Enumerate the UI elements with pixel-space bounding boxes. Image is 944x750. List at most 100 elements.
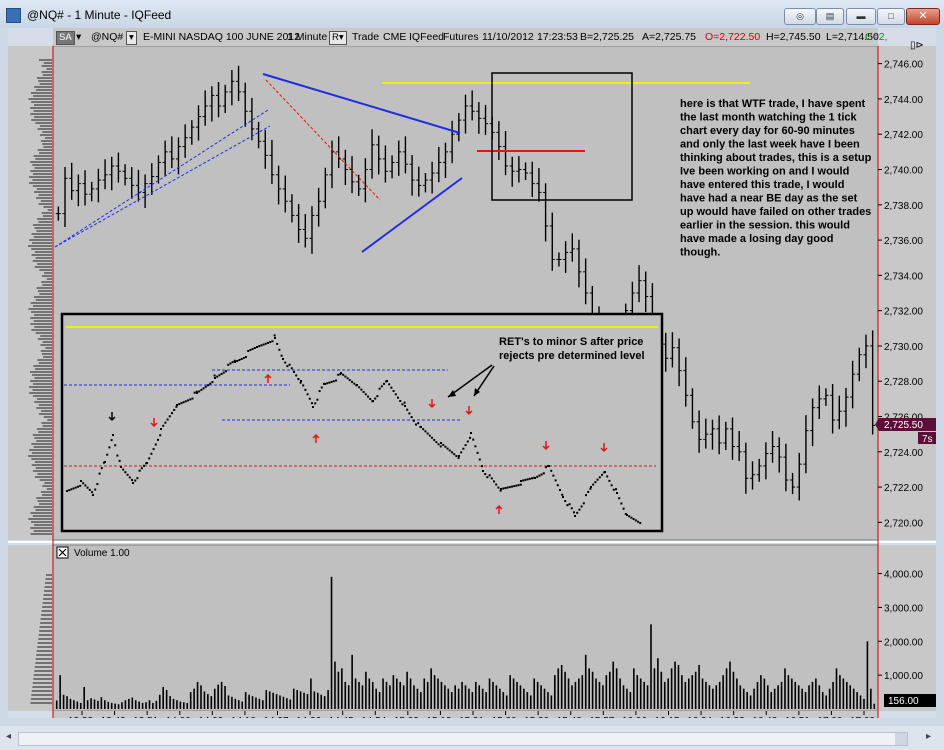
tick-print <box>495 483 498 486</box>
tick-print <box>72 487 75 490</box>
down-arrow-icon <box>542 441 550 451</box>
tick-print <box>264 342 267 345</box>
tick-print <box>302 384 305 387</box>
tick-print <box>451 451 453 454</box>
tick-print <box>353 382 356 385</box>
tick-print <box>585 494 587 497</box>
r-button[interactable]: R▾ <box>329 31 347 45</box>
tick-print <box>515 484 518 487</box>
tick-print <box>453 453 456 456</box>
interval-label[interactable]: 1 Minute <box>287 31 328 43</box>
tick-print <box>326 382 329 385</box>
volume-profile <box>28 59 52 535</box>
tick-print <box>299 381 302 384</box>
bar-timer-label <box>918 432 936 444</box>
tick-print <box>342 373 345 376</box>
tick-print <box>79 484 82 487</box>
tick-print <box>126 473 129 476</box>
tick-print <box>229 362 232 365</box>
minimize-button[interactable]: ▬ <box>846 8 876 25</box>
panel-toggle-icon[interactable]: ▯⊳ <box>910 40 924 51</box>
tick-print <box>601 473 603 476</box>
tick-print <box>550 469 553 472</box>
time-axis-tick-label: 17:09 <box>850 716 875 718</box>
down-arrow-icon <box>465 406 473 416</box>
tick-print <box>124 471 127 474</box>
tick-print <box>122 468 125 471</box>
tick-print <box>77 485 79 488</box>
tick-print <box>478 458 481 461</box>
tick-print <box>417 422 420 425</box>
tick-print <box>262 343 265 346</box>
symbol-dropdown-button[interactable]: ▾ <box>126 31 137 45</box>
tick-print <box>173 408 176 411</box>
tick-print <box>592 483 595 486</box>
tick-print <box>406 408 409 411</box>
tick-print <box>545 466 547 469</box>
tick-print <box>251 348 254 350</box>
dashed-trendline-1 <box>54 109 269 248</box>
tick-print <box>472 438 475 441</box>
scroll-left-icon[interactable]: ◂ <box>6 731 12 742</box>
tick-print <box>348 379 351 382</box>
tick-print <box>420 426 422 428</box>
scroll-track[interactable] <box>18 732 908 746</box>
time-axis-tick-label: 15:30 <box>492 716 517 718</box>
tick-print <box>513 485 516 488</box>
tick-print <box>639 522 642 525</box>
tick-print <box>362 390 365 393</box>
tick-print <box>337 373 340 376</box>
tick-print <box>282 358 284 360</box>
dropdown-arrow-icon[interactable]: ▾ <box>76 31 82 43</box>
tick-print <box>511 485 513 488</box>
tick-print <box>587 490 590 493</box>
symbol-label[interactable]: @NQ# <box>91 31 124 43</box>
maximize-button[interactable]: □ <box>877 8 905 25</box>
volume-axis-tick-label: 2,000.00 <box>884 637 923 648</box>
tick-print <box>488 474 491 477</box>
scroll-right-icon[interactable]: ▸ <box>926 731 932 742</box>
price-axis-tick-label: 2,746.00 <box>884 60 923 71</box>
sa-button[interactable]: SA <box>56 31 75 45</box>
price-axis-tick-label: 2,732.00 <box>884 307 923 318</box>
tick-print <box>196 392 198 394</box>
time-axis-tick-label: 14:45 <box>329 716 354 718</box>
tick-print <box>462 447 465 450</box>
horizontal-scrollbar[interactable]: ◂ ▸ <box>0 726 944 750</box>
tick-print <box>168 415 171 418</box>
close-button[interactable]: ✕ <box>906 8 940 25</box>
tick-print <box>209 382 212 385</box>
tick-print <box>160 428 162 430</box>
price-axis-tick-label: 2,738.00 <box>884 201 923 212</box>
tick-print <box>216 375 219 378</box>
tick-print <box>394 393 397 396</box>
tick-print <box>84 484 87 487</box>
time-axis-tick-label: 15:21 <box>459 716 484 718</box>
template-icon[interactable]: ▤ <box>816 8 844 25</box>
tick-print <box>559 489 561 491</box>
tick-print <box>497 486 500 489</box>
price-axis-tick-label: 2,728.00 <box>884 377 923 388</box>
down-arrow-icon <box>600 443 608 453</box>
tick-print <box>448 449 451 452</box>
link-icon[interactable]: ◎ <box>784 8 816 25</box>
time-axis-tick-label: 13:33 <box>68 716 93 718</box>
tick-print <box>222 371 225 374</box>
tick-print <box>606 475 609 478</box>
tick-print <box>231 361 234 364</box>
time-axis-tick-label: 16:33 <box>720 716 745 718</box>
tick-print <box>598 476 601 479</box>
time-axis-tick-label: 16:51 <box>785 716 810 718</box>
tick-print <box>428 434 431 437</box>
tick-print <box>392 390 395 392</box>
tick-print <box>339 373 342 376</box>
tick-print <box>159 434 162 437</box>
tick-print <box>616 492 618 494</box>
tick-print <box>504 487 507 490</box>
tick-print <box>276 342 279 345</box>
scroll-thumb[interactable] <box>895 733 907 745</box>
tick-print <box>110 439 113 442</box>
tick-print <box>225 370 227 373</box>
tick-print <box>589 487 592 490</box>
time-axis-tick-label: 14:36 <box>296 716 321 718</box>
